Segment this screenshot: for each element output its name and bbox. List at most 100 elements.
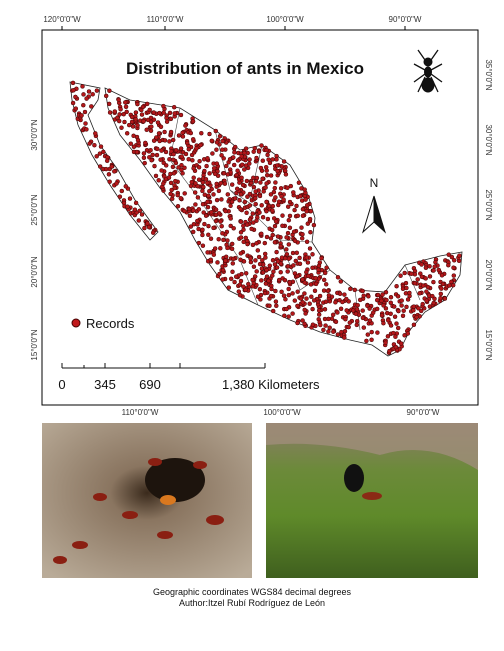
record-point xyxy=(273,224,277,228)
record-point xyxy=(311,307,315,311)
record-point xyxy=(99,145,103,149)
record-point xyxy=(241,224,245,228)
record-point xyxy=(351,309,355,313)
photo-soil xyxy=(42,423,252,578)
record-point xyxy=(136,138,140,142)
record-point xyxy=(309,209,313,213)
record-point xyxy=(275,266,279,270)
record-point xyxy=(248,218,252,222)
record-point xyxy=(202,222,206,226)
record-point xyxy=(280,290,284,294)
record-point xyxy=(224,164,228,168)
record-point xyxy=(366,333,370,337)
record-point xyxy=(118,195,122,199)
record-point xyxy=(284,247,288,251)
record-point xyxy=(334,320,338,324)
record-point xyxy=(246,282,250,286)
record-point xyxy=(320,256,324,260)
record-point xyxy=(295,204,299,208)
record-point xyxy=(300,236,304,240)
record-point xyxy=(108,111,112,115)
record-point xyxy=(271,270,275,274)
record-point xyxy=(231,261,235,265)
graticule-label: 110°0'0"W xyxy=(147,15,184,24)
record-point xyxy=(239,251,243,255)
record-point xyxy=(279,270,283,274)
ant-head-large xyxy=(344,464,364,492)
record-point xyxy=(179,196,183,200)
record-point xyxy=(252,265,256,269)
record-point xyxy=(108,180,112,184)
record-point xyxy=(260,258,264,262)
record-point xyxy=(288,226,292,230)
record-point xyxy=(331,330,335,334)
record-point xyxy=(389,301,393,305)
record-point xyxy=(225,239,229,243)
record-point xyxy=(284,172,288,176)
record-point xyxy=(291,263,295,267)
record-point xyxy=(105,159,109,163)
record-point xyxy=(238,198,242,202)
caption-line: Geographic coordinates WGS84 decimal deg… xyxy=(153,587,352,597)
record-point xyxy=(264,186,268,190)
record-point xyxy=(413,281,417,285)
record-point xyxy=(257,255,261,259)
record-point xyxy=(137,219,141,223)
record-point xyxy=(271,309,275,313)
record-point xyxy=(364,339,368,343)
record-point xyxy=(172,171,176,175)
record-point xyxy=(142,119,146,123)
record-point xyxy=(317,268,321,272)
record-point xyxy=(286,264,290,268)
record-point xyxy=(266,153,270,157)
record-point xyxy=(218,272,222,276)
record-point xyxy=(271,258,275,262)
record-point xyxy=(125,131,129,135)
record-point xyxy=(279,186,283,190)
record-point xyxy=(306,274,310,278)
record-point xyxy=(265,148,269,152)
record-point xyxy=(256,248,260,252)
record-point xyxy=(250,227,254,231)
record-point xyxy=(136,123,140,127)
record-point xyxy=(248,192,252,196)
record-point xyxy=(198,159,202,163)
record-point xyxy=(98,152,102,156)
record-point xyxy=(145,221,149,225)
record-point xyxy=(252,150,256,154)
record-point xyxy=(193,203,197,207)
record-point xyxy=(173,111,177,115)
record-point xyxy=(214,129,218,133)
record-point xyxy=(215,140,219,144)
record-point xyxy=(184,152,188,156)
record-point xyxy=(212,166,216,170)
scale-label: 690 xyxy=(139,377,161,392)
record-point xyxy=(194,181,198,185)
ant xyxy=(157,531,173,539)
record-point xyxy=(440,273,444,277)
record-point xyxy=(419,309,423,313)
record-point xyxy=(269,236,273,240)
record-point xyxy=(393,335,397,339)
record-point xyxy=(240,154,244,158)
record-point xyxy=(117,98,121,102)
record-point xyxy=(71,81,75,85)
record-point xyxy=(93,131,97,135)
record-point xyxy=(285,307,289,311)
record-point xyxy=(424,290,428,294)
record-point xyxy=(391,331,395,335)
record-point xyxy=(296,321,300,325)
record-point xyxy=(120,126,124,130)
record-point xyxy=(312,298,316,302)
record-point xyxy=(145,128,149,132)
record-point xyxy=(271,204,275,208)
record-point xyxy=(190,180,194,184)
record-point xyxy=(303,191,307,195)
record-point xyxy=(437,268,441,272)
record-point xyxy=(181,131,185,135)
record-point xyxy=(270,228,274,232)
record-point xyxy=(183,191,187,195)
record-point xyxy=(407,291,411,295)
record-point xyxy=(355,319,359,323)
record-point xyxy=(191,137,195,141)
